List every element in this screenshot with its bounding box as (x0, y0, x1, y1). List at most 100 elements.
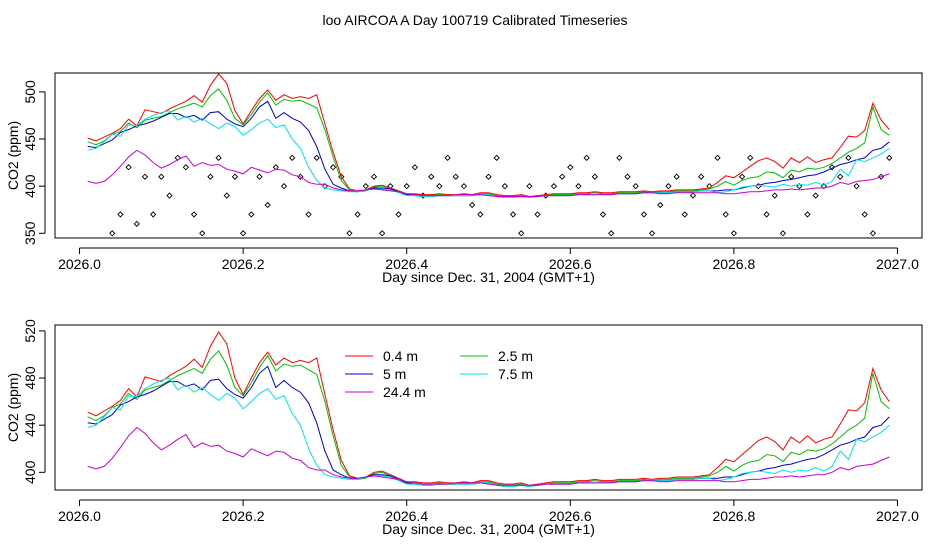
data-point (591, 173, 598, 180)
data-point (166, 192, 173, 199)
series-line-7-5-m (87, 110, 890, 199)
data-point (280, 183, 288, 190)
data-point (403, 183, 410, 190)
data-point (354, 211, 361, 218)
data-point (583, 154, 590, 161)
data-point (845, 154, 852, 161)
data-point (763, 211, 770, 218)
data-point (681, 211, 688, 218)
data-point (575, 183, 582, 190)
data-point (526, 183, 533, 190)
data-point (853, 183, 860, 190)
data-point (509, 211, 517, 218)
y-axis-label: CO2 (ppm) (5, 373, 21, 442)
data-point (657, 201, 664, 209)
data-point (608, 230, 615, 237)
data-point (837, 173, 844, 180)
data-point (215, 154, 222, 161)
data-point (182, 164, 190, 171)
data-point (804, 211, 811, 218)
data-point (738, 173, 746, 180)
data-point (109, 230, 116, 237)
data-point (272, 164, 279, 171)
y-tick-label: 520 (22, 319, 38, 343)
data-point (223, 192, 230, 199)
data-point (248, 211, 255, 218)
y-tick-label: 480 (22, 366, 38, 390)
data-point (567, 164, 574, 171)
x-tick-label: 2026.4 (385, 256, 428, 272)
data-point (534, 211, 541, 218)
data-point (477, 211, 484, 218)
y-tick-label: 500 (22, 80, 38, 104)
data-point (787, 173, 795, 180)
data-point (428, 173, 435, 180)
data-point (886, 154, 893, 161)
series-line-2-5-m (87, 88, 890, 199)
data-point (207, 173, 214, 180)
x-tick-label: 2027.0 (876, 508, 919, 524)
data-point (264, 201, 271, 209)
data-point (747, 154, 754, 161)
data-point (150, 211, 157, 218)
data-point (452, 173, 459, 180)
plot-area (87, 73, 893, 237)
data-point (346, 230, 353, 237)
y-tick-label: 400 (22, 174, 38, 198)
data-point (444, 154, 451, 161)
legend-label: 24.4 m (383, 384, 426, 400)
data-point (648, 230, 656, 237)
x-tick-label: 2027.0 (876, 256, 919, 272)
top-panel: 2026.0 2026.2 2026.4 2026.6 2026.8 2027.0 Day … (5, 72, 923, 285)
x-tick-label: 2026.2 (222, 256, 265, 272)
data-point (796, 183, 803, 190)
data-point (722, 211, 729, 218)
data-point (861, 211, 868, 218)
data-point (117, 211, 124, 218)
y-tick-label: 450 (22, 127, 38, 151)
data-point (771, 192, 778, 199)
data-point (820, 183, 827, 190)
series-line-2-5-m (87, 350, 890, 488)
data-point (599, 211, 607, 218)
data-point (493, 154, 500, 161)
data-point (305, 211, 312, 218)
data-point (698, 173, 705, 180)
legend-label: 2.5 m (498, 348, 533, 364)
plot-frame (54, 324, 923, 491)
x-axis-label: Day since Dec. 31, 2004 (GMT+1) (382, 521, 595, 537)
x-tick-label: 2026.4 (385, 508, 428, 524)
y-tick-label: 400 (22, 460, 38, 484)
data-point (231, 173, 239, 180)
data-point (665, 183, 672, 190)
data-point (158, 173, 165, 180)
data-point (501, 183, 508, 190)
data-point (779, 230, 787, 237)
plot-frame (54, 72, 923, 239)
data-point (133, 220, 140, 227)
series-line-24-4-m (87, 426, 890, 486)
data-point (190, 211, 198, 218)
series-line-24-4-m (87, 149, 890, 197)
series-line-0-4-m (87, 73, 890, 198)
data-point (141, 173, 149, 180)
data-point (199, 230, 206, 237)
data-point (395, 211, 402, 218)
data-point (714, 154, 721, 161)
bottom-panel: 2026.0 2026.2 2026.4 2026.6 2026.8 2027.0 Day … (5, 319, 923, 537)
data-point (558, 173, 566, 180)
data-point (174, 154, 181, 161)
data-point (370, 173, 378, 180)
data-point (689, 192, 697, 199)
data-point (869, 230, 877, 237)
data-point (518, 230, 525, 237)
data-point (460, 183, 468, 190)
data-point (730, 230, 738, 237)
data-point (616, 154, 623, 161)
data-point (239, 230, 247, 237)
data-point (673, 173, 680, 180)
data-point (289, 154, 296, 161)
x-tick-label: 2026.0 (58, 508, 101, 524)
legend-label: 7.5 m (498, 366, 533, 382)
